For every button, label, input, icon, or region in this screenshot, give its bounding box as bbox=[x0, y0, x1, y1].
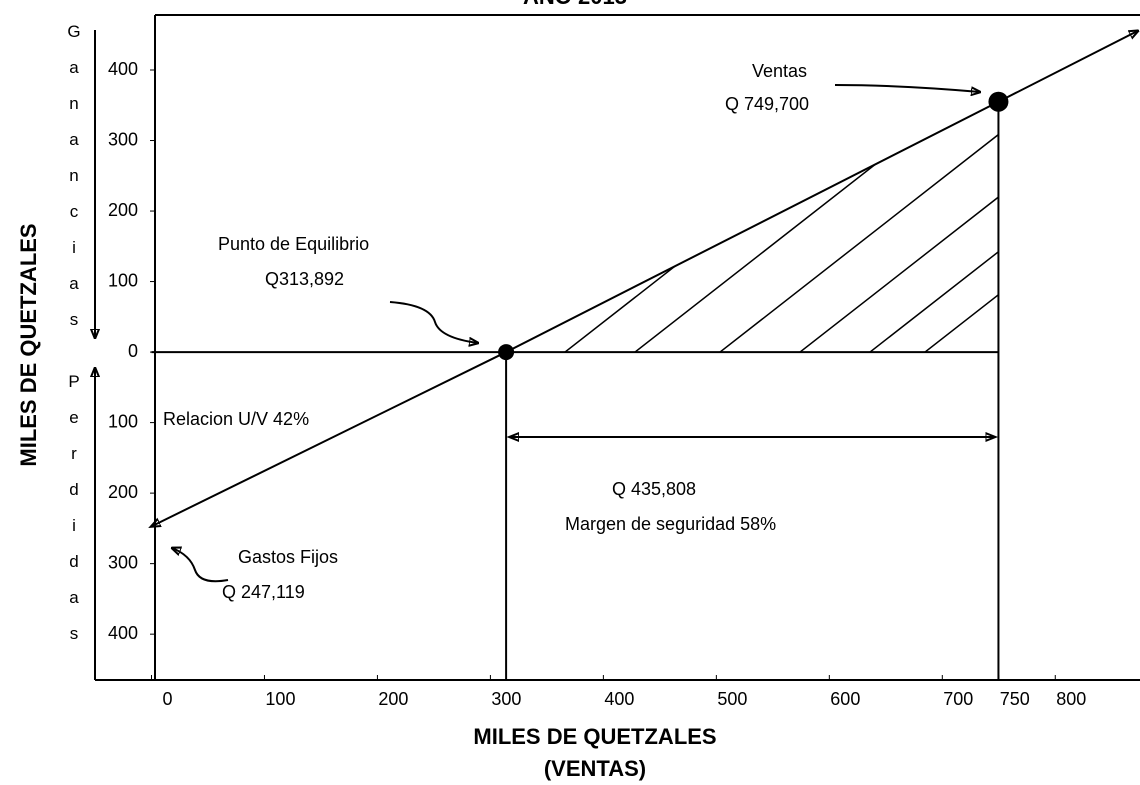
callout-arrow bbox=[389, 301, 478, 343]
annotation: Gastos Fijos bbox=[238, 547, 338, 567]
x-tick-label: 500 bbox=[717, 689, 747, 709]
hatch-line bbox=[924, 101, 999, 353]
x-tick-label: 750 bbox=[1000, 689, 1030, 709]
hatch-line bbox=[1000, 102, 1140, 352]
hatching bbox=[564, 101, 1140, 353]
annotation: Q 435,808 bbox=[612, 479, 696, 499]
hatch-line bbox=[719, 101, 999, 353]
y-tick-label: 300 bbox=[108, 129, 138, 149]
hatch-line bbox=[634, 101, 956, 353]
y-tick-label: 200 bbox=[108, 200, 138, 220]
annotation: Q313,892 bbox=[265, 269, 344, 289]
annotation: Ventas bbox=[752, 61, 807, 81]
callout-arrow bbox=[834, 84, 980, 92]
y-axis-label: MILES DE QUETZALES bbox=[16, 223, 41, 466]
annotation: Punto de Equilibrio bbox=[218, 234, 369, 254]
callout-arrow bbox=[172, 548, 229, 583]
point bbox=[988, 91, 1009, 112]
sales-line-extension bbox=[997, 31, 1138, 103]
y-tick-label: 400 bbox=[108, 623, 138, 643]
y-tick-label: 0 bbox=[128, 341, 138, 361]
y-tick-label: 400 bbox=[108, 59, 138, 79]
x-tick-label: 600 bbox=[830, 689, 860, 709]
annotation: Margen de seguridad 58% bbox=[565, 514, 776, 534]
y-tick-label: 300 bbox=[108, 552, 138, 572]
hatch-line bbox=[799, 101, 999, 353]
annotation: Q 247,119 bbox=[222, 582, 305, 602]
y-tick-label: 100 bbox=[108, 411, 138, 431]
x-tick-label: 0 bbox=[162, 689, 172, 709]
x-tick-label: 300 bbox=[491, 689, 521, 709]
x-axis-sublabel: (VENTAS) bbox=[544, 756, 646, 781]
point bbox=[498, 344, 515, 361]
y-tick-label: 200 bbox=[108, 482, 138, 502]
sales-line bbox=[151, 100, 999, 527]
hatch-line bbox=[869, 101, 999, 353]
hatch-line bbox=[564, 101, 886, 353]
x-tick-label: 700 bbox=[943, 689, 973, 709]
loss-label: Perdidas bbox=[65, 372, 84, 660]
x-tick-label: 400 bbox=[604, 689, 634, 709]
x-tick-label: 200 bbox=[378, 689, 408, 709]
x-tick-label: 100 bbox=[265, 689, 295, 709]
x-axis-label: MILES DE QUETZALES bbox=[473, 724, 716, 749]
annotation: Q 749,700 bbox=[725, 94, 809, 114]
hatch-line bbox=[1070, 102, 1140, 352]
y-tick-label: 100 bbox=[108, 270, 138, 290]
chart-title: AÑO 2013 bbox=[523, 0, 627, 9]
x-tick-label: 800 bbox=[1056, 689, 1086, 709]
profit-label: Ganancias bbox=[65, 22, 84, 346]
annotation: Relacion U/V 42% bbox=[163, 409, 309, 429]
